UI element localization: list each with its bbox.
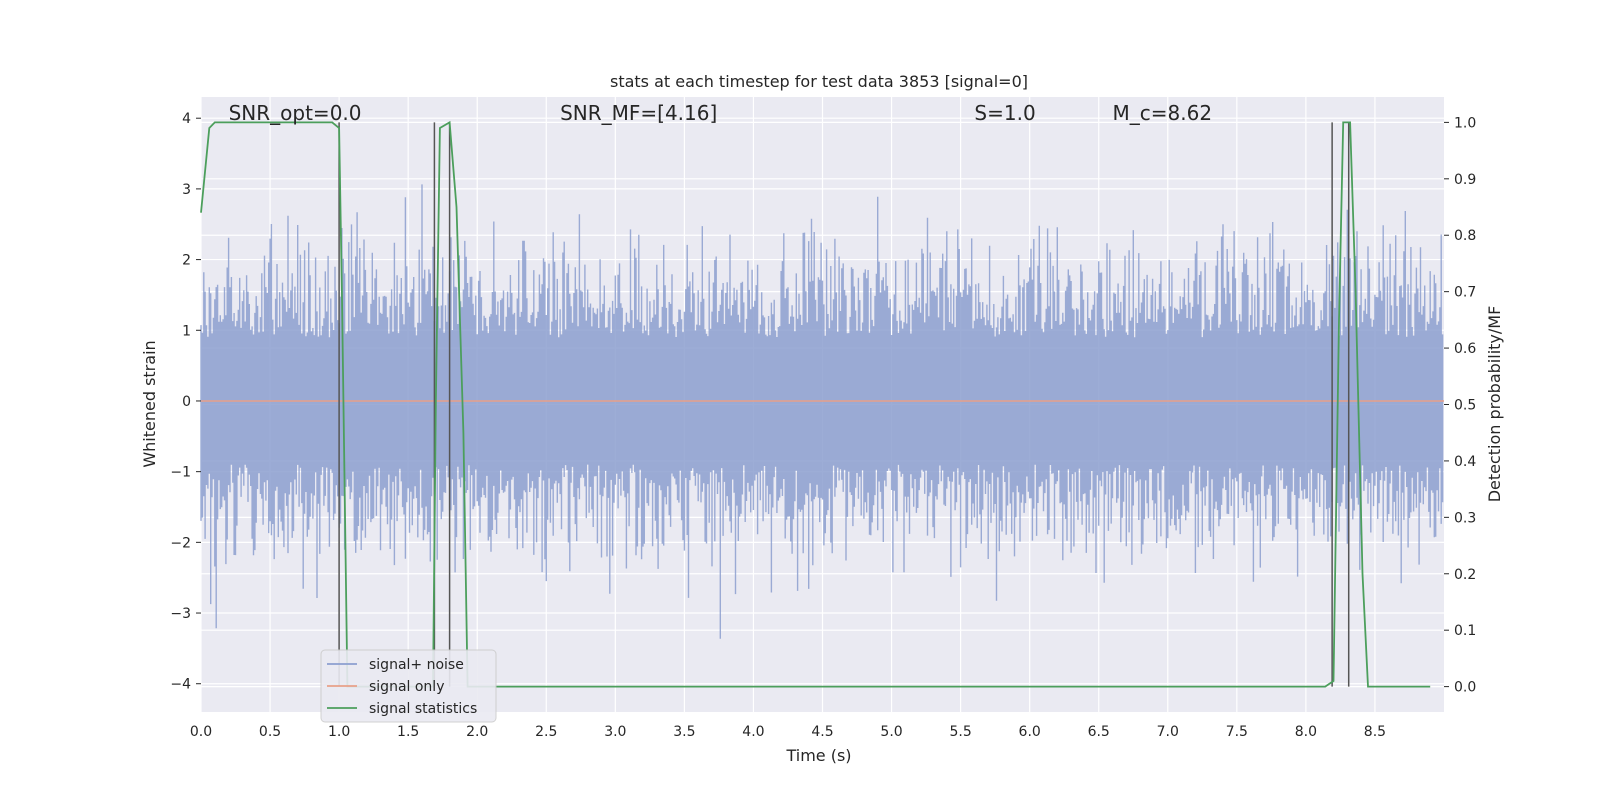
x-tick-label-13: 6.5 xyxy=(1088,724,1110,740)
x-tick-label-11: 5.5 xyxy=(949,724,971,740)
x-axis-label: Time (s) xyxy=(785,746,851,765)
x-tick-label-14: 7.0 xyxy=(1157,724,1179,740)
annotation-0: SNR_opt=0.0 xyxy=(229,101,362,125)
y-left-tick-label-6: 2 xyxy=(182,253,191,269)
y-left-tick-label-0: −4 xyxy=(170,677,191,693)
y-right-tick-label-2: 0.2 xyxy=(1454,567,1476,583)
y-right-tick-label-7: 0.7 xyxy=(1454,285,1476,301)
y-left-tick-label-3: −1 xyxy=(170,465,191,481)
chart-title: stats at each timestep for test data 385… xyxy=(610,72,1028,91)
y-axis-right-label: Detection probability/MF xyxy=(1485,306,1504,503)
legend-box xyxy=(320,649,497,723)
signal-statistics-line xyxy=(200,120,1431,688)
annotation-2: S=1.0 xyxy=(974,101,1035,125)
x-tick-label-15: 7.5 xyxy=(1226,724,1248,740)
y-left-tick-label-2: −2 xyxy=(170,535,191,551)
y-right-tick-label-4: 0.4 xyxy=(1454,454,1476,470)
annotations: SNR_opt=0.0 SNR_MF=[4.16] S=1.0 M_c=8.62 xyxy=(229,101,1212,125)
legend: signal+ noise signal only signal statistic… xyxy=(320,649,497,723)
y-right-tick-label-10: 1.0 xyxy=(1454,115,1476,131)
y-left-tick-label-7: 3 xyxy=(182,182,191,198)
y-axis-right-ticks: 0.0 0.1 0.2 0.3 0.4 0.5 0.6 0.7 0.8 0.9 1.0 xyxy=(1444,115,1476,696)
x-tick-label-4: 2.0 xyxy=(466,724,488,740)
x-axis-ticks: 0.0 0.5 1.0 1.5 2.0 2.5 3.0 3.5 4.0 4.5 5.0 5.5 6.0 6… xyxy=(190,724,1386,740)
y-axis-left-label: Whitened strain xyxy=(140,340,159,467)
annotation-1: SNR_MF=[4.16] xyxy=(560,101,717,125)
x-tick-label-1: 0.5 xyxy=(259,724,281,740)
annotation-3: M_c=8.62 xyxy=(1113,101,1213,125)
legend-label-2: signal statistics xyxy=(369,701,477,717)
x-tick-label-5: 2.5 xyxy=(535,724,557,740)
x-tick-label-3: 1.5 xyxy=(397,724,419,740)
x-tick-label-10: 5.0 xyxy=(880,724,902,740)
y-right-tick-label-6: 0.6 xyxy=(1454,341,1476,357)
y-right-tick-label-3: 0.3 xyxy=(1454,510,1476,526)
y-right-tick-label-1: 0.1 xyxy=(1454,623,1476,639)
x-tick-label-8: 4.0 xyxy=(742,724,764,740)
detection-vertical-lines xyxy=(338,122,1350,687)
y-right-tick-label-0: 0.0 xyxy=(1454,680,1476,696)
x-tick-label-7: 3.5 xyxy=(673,724,695,740)
y-left-tick-label-5: 1 xyxy=(182,323,191,339)
x-tick-label-16: 8.0 xyxy=(1295,724,1317,740)
x-tick-label-9: 4.5 xyxy=(811,724,833,740)
x-tick-label-12: 6.0 xyxy=(1019,724,1041,740)
series-signal-statistics xyxy=(200,120,1431,688)
x-tick-label-17: 8.5 xyxy=(1364,724,1386,740)
x-tick-label-2: 1.0 xyxy=(328,724,350,740)
x-tick-label-6: 3.0 xyxy=(604,724,626,740)
y-right-tick-label-8: 0.8 xyxy=(1454,228,1476,244)
y-axis-left-ticks: −4 −3 −2 −1 0 1 2 3 4 xyxy=(170,111,201,693)
y-right-tick-label-5: 0.5 xyxy=(1454,398,1476,414)
y-left-tick-label-8: 4 xyxy=(182,111,191,127)
legend-label-1: signal only xyxy=(369,679,444,695)
legend-label-0: signal+ noise xyxy=(369,657,464,673)
y-left-tick-label-1: −3 xyxy=(170,606,191,622)
x-tick-label-0: 0.0 xyxy=(190,724,212,740)
y-left-tick-label-4: 0 xyxy=(182,394,191,410)
y-right-tick-label-9: 0.9 xyxy=(1454,172,1476,188)
